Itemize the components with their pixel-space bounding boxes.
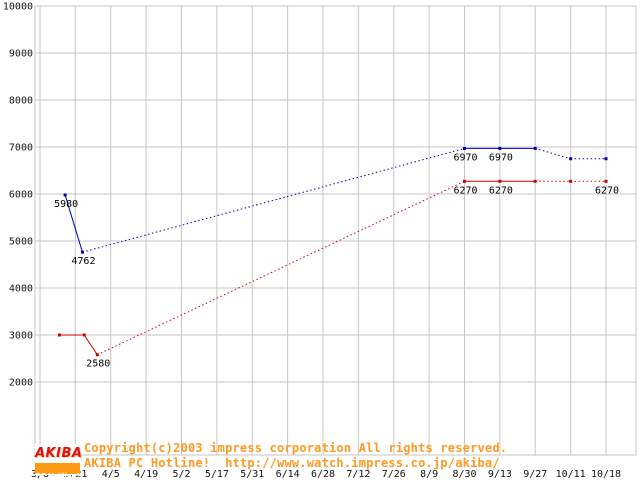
series-segment-red-item-price — [83, 334, 98, 356]
data-point-marker-blue-item-price — [533, 146, 537, 150]
series-segment-red-item-price — [97, 180, 465, 356]
data-point-marker-red-item-price — [498, 179, 502, 183]
data-point-marker-blue-item-price — [498, 146, 502, 150]
y-axis-tick-label: 6000 — [9, 190, 33, 201]
x-axis-tick-label: 10/11 — [556, 469, 586, 480]
data-point-label: 6970 — [453, 152, 477, 163]
x-axis-tick-label: 7/12 — [346, 469, 370, 480]
data-point-marker-red-item-price — [604, 179, 608, 183]
copyright-text-line1: Copyright(c)2003 impress corporation All… — [84, 441, 508, 455]
series-segment-blue-item-price — [64, 194, 83, 253]
data-point-label: 6270 — [489, 185, 513, 196]
data-point-label: 5980 — [54, 199, 78, 210]
y-axis-tick-label: 8000 — [9, 96, 33, 107]
logo-orange-bar: PC Hotline! — [35, 463, 80, 480]
y-axis-tick-label: 2000 — [9, 378, 33, 389]
x-axis-tick-label: 6/14 — [276, 469, 300, 480]
data-point-marker-blue-item-price — [463, 146, 466, 150]
x-axis-tick-label: 8/9 — [420, 469, 438, 480]
series-segment-blue-item-price — [82, 147, 465, 253]
y-axis-tick-label: 5000 — [9, 237, 33, 248]
y-axis-tick-label: 3000 — [9, 331, 33, 342]
data-point-marker-red-item-price — [533, 179, 537, 183]
x-axis-tick-label: 7/26 — [382, 469, 406, 480]
x-axis-tick-label: 9/27 — [523, 469, 547, 480]
y-axis-tick-label: 4000 — [9, 284, 33, 295]
data-point-marker-red-item-price — [82, 333, 86, 337]
data-point-marker-red-item-price — [463, 179, 466, 183]
y-axis-tick-label: 7000 — [9, 143, 33, 154]
x-axis-tick-label: 6/28 — [311, 469, 335, 480]
x-axis-tick-label: 5/17 — [205, 469, 229, 480]
x-axis-tick-label: 9/13 — [488, 469, 512, 480]
data-point-label: 2580 — [86, 359, 110, 370]
y-axis-tick-label: 10000 — [3, 2, 33, 13]
x-axis-tick-label: 8/30 — [452, 469, 476, 480]
x-axis-tick-label: 4/19 — [134, 469, 158, 480]
data-point-label: 6270 — [453, 185, 477, 196]
data-point-label: 6270 — [595, 185, 619, 196]
data-point-marker-red-item-price — [95, 353, 99, 357]
logo-subtitle-text: PC Hotline! — [35, 472, 80, 480]
data-point-marker-red-item-price — [57, 333, 61, 337]
data-point-marker-blue-item-price — [569, 157, 573, 161]
x-axis-tick-label: 4/5 — [102, 469, 120, 480]
y-axis-tick-label: 9000 — [9, 49, 33, 60]
copyright-text-line2: AKIBA PC Hotline! http://www.watch.impre… — [84, 456, 500, 470]
data-point-label: 4762 — [71, 256, 95, 267]
data-point-marker-blue-item-price — [63, 193, 67, 197]
data-point-marker-blue-item-price — [604, 157, 608, 161]
x-axis-tick-label: 5/31 — [240, 469, 264, 480]
plot-border — [34, 5, 637, 456]
x-axis-tick-label: 10/18 — [591, 469, 621, 480]
series-segment-blue-item-price — [535, 147, 571, 160]
data-point-label: 6970 — [489, 152, 513, 163]
data-point-marker-blue-item-price — [80, 250, 84, 254]
x-axis-tick-label: 5/2 — [172, 469, 190, 480]
akiba-pc-hotline-logo: AKIBA PC Hotline! — [35, 444, 83, 480]
data-point-marker-red-item-price — [569, 179, 573, 183]
logo-title-text: AKIBA — [35, 446, 83, 461]
